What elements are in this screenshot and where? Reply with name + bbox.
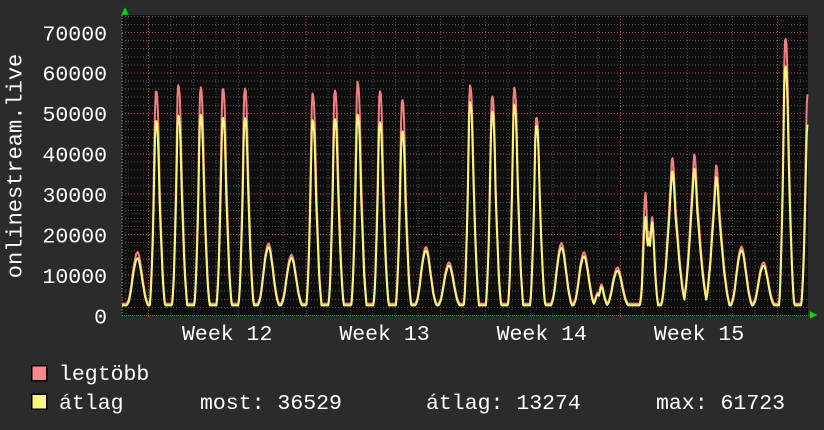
svg-text:70000: 70000 xyxy=(42,23,107,47)
svg-text:10000: 10000 xyxy=(42,266,107,290)
svg-text:Week 13: Week 13 xyxy=(339,323,429,347)
svg-text:most: 36529: most: 36529 xyxy=(200,392,342,416)
svg-text:átlag: átlag xyxy=(59,392,124,416)
svg-text:Week 14: Week 14 xyxy=(497,323,587,347)
svg-text:Week 15: Week 15 xyxy=(654,323,744,347)
svg-text:átlag: 13274: átlag: 13274 xyxy=(426,392,581,416)
svg-text:Week 12: Week 12 xyxy=(182,323,272,347)
svg-text:30000: 30000 xyxy=(42,185,107,209)
svg-text:60000: 60000 xyxy=(42,64,107,88)
svg-text:onlinestream.live: onlinestream.live xyxy=(4,54,29,278)
svg-text:max: 61723: max: 61723 xyxy=(656,392,785,416)
svg-text:40000: 40000 xyxy=(42,145,107,169)
svg-text:50000: 50000 xyxy=(42,104,107,128)
svg-text:0: 0 xyxy=(94,306,107,330)
svg-text:legtöbb: legtöbb xyxy=(59,363,149,387)
svg-text:20000: 20000 xyxy=(42,225,107,249)
